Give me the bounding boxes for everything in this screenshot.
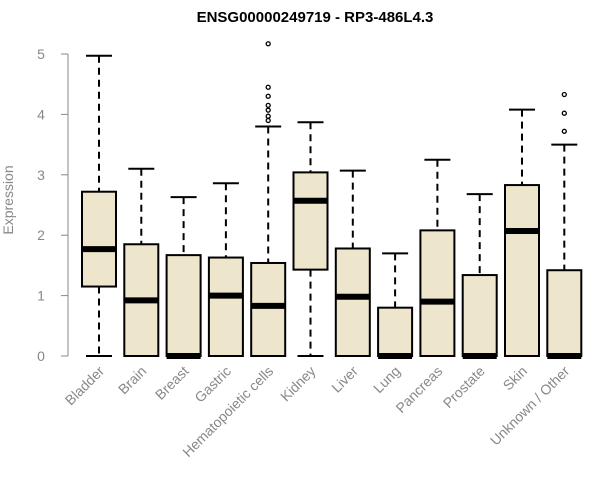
outlier-point-0 (265, 117, 271, 124)
y-tick-label-4: 4 (37, 106, 45, 122)
x-tick-label-5: Kidney (277, 363, 319, 405)
x-tick-label-11: Unknown / Other (487, 363, 573, 449)
y-tick-label-2: 2 (37, 227, 45, 243)
box-iqr (250, 261, 287, 358)
box-gastric (207, 182, 244, 358)
y-axis-label: Expression (0, 165, 16, 234)
outlier-point-0 (561, 128, 567, 134)
box-iqr (207, 256, 244, 358)
box-prostate (461, 193, 498, 359)
outlier-point-2 (561, 91, 567, 98)
box-iqr (377, 306, 414, 357)
boxes-group (81, 41, 583, 359)
x-tick-label-10: Skin (500, 363, 531, 394)
box-iqr (292, 171, 329, 271)
y-tick-label-5: 5 (37, 46, 45, 62)
box-lung (377, 252, 414, 359)
y-tick-label-3: 3 (37, 167, 45, 183)
outlier-point-4 (265, 93, 271, 99)
box-brain (123, 167, 160, 357)
box-bladder (81, 54, 117, 357)
y-axis: 0 1 2 3 4 5 (37, 46, 69, 364)
x-tick-label-2: Breast (152, 363, 192, 403)
outlier-point-1 (265, 113, 271, 119)
box-breast (165, 196, 202, 359)
box-iqr (165, 254, 202, 357)
x-tick-label-9: Prostate (440, 363, 488, 411)
box-iqr (504, 184, 540, 357)
x-tick-label-0: Bladder (62, 363, 108, 409)
outlier-point-2 (265, 107, 271, 113)
box-skin (504, 108, 540, 357)
x-tick-label-6: Liver (328, 363, 361, 396)
x-tick-label-8: Pancreas (392, 363, 445, 416)
box-iqr (461, 274, 498, 357)
box-iqr (546, 269, 583, 357)
outlier-point-5 (265, 84, 271, 90)
x-tick-label-7: Lung (370, 363, 403, 396)
chart-title: ENSG00000249719 - RP3-486L4.3 (197, 9, 434, 26)
y-tick-label-0: 0 (37, 348, 45, 364)
box-iqr (81, 190, 117, 288)
box-iqr (334, 247, 371, 358)
x-tick-label-1: Brain (115, 363, 149, 397)
box-hematopoietic-cells (250, 41, 287, 358)
box-iqr (419, 229, 456, 357)
outlier-point-3 (265, 102, 271, 108)
box-unknown-other (546, 91, 583, 359)
box-liver (334, 169, 371, 358)
y-tick-label-1: 1 (37, 288, 45, 304)
outlier-point-1 (561, 110, 567, 116)
box-pancreas (419, 158, 456, 357)
box-kidney (292, 121, 329, 357)
outlier-point-6 (265, 41, 271, 47)
